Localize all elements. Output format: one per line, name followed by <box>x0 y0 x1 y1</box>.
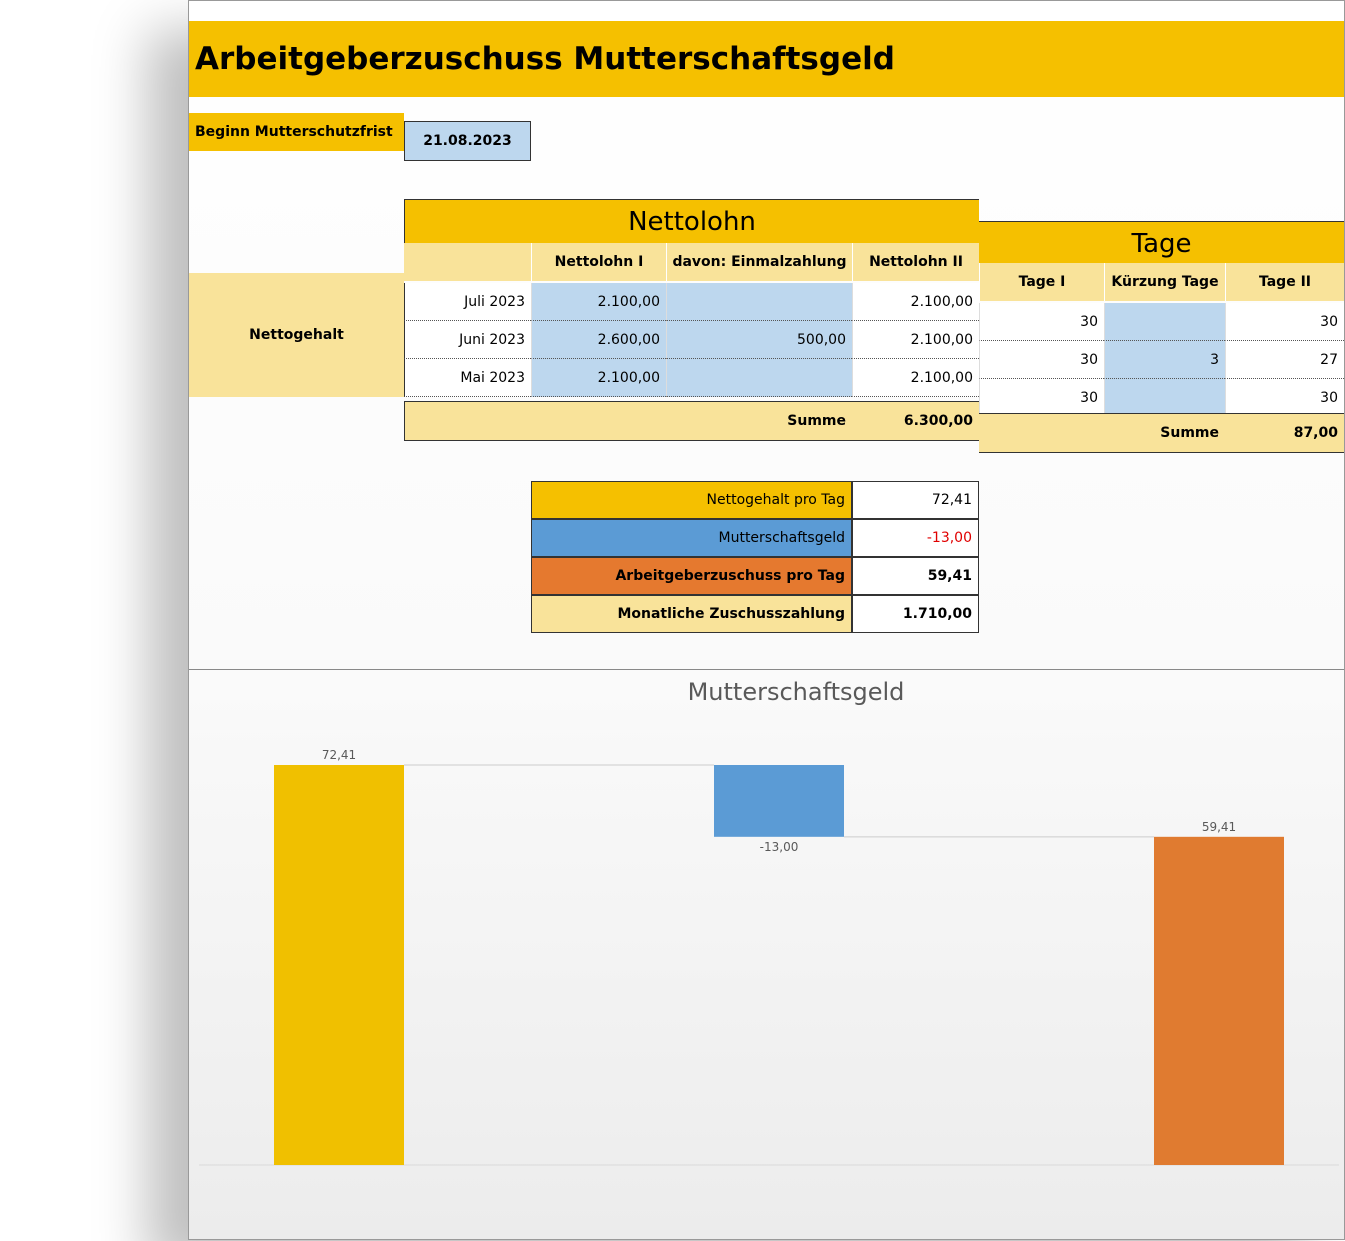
summary-value: 72,41 <box>852 481 979 519</box>
table-cell <box>666 283 852 321</box>
sum-cell <box>404 401 666 441</box>
table-cell: 30 <box>979 303 1104 341</box>
sum-value: 87,00 <box>1225 413 1344 453</box>
table-cell: 2.100,00 <box>852 283 979 321</box>
month: Juni 2023 <box>404 321 531 359</box>
title: Arbeitgeberzuschuss Mutterschaftsgeld <box>189 21 1344 97</box>
table-cell: 500,00 <box>666 321 852 359</box>
column-header <box>404 243 531 281</box>
table-cell: 30 <box>1225 303 1344 341</box>
group-header: Nettolohn <box>404 199 979 243</box>
month: Mai 2023 <box>404 359 531 397</box>
sum-value: 6.300,00 <box>852 401 979 441</box>
column-header: Tage II <box>1225 263 1344 301</box>
summary-label: Arbeitgeberzuschuss pro Tag <box>531 557 852 595</box>
table-cell: 2.100,00 <box>531 359 666 397</box>
column-header: Nettolohn II <box>852 243 979 281</box>
group-header: Tage <box>979 221 1344 265</box>
bar <box>714 765 844 837</box>
data-label: 59,41 <box>1202 820 1236 834</box>
column-header: Kürzung Tage <box>1104 263 1225 301</box>
table-cell <box>666 359 852 397</box>
column-header: Nettolohn I <box>531 243 666 281</box>
summary-label: Nettogehalt pro Tag <box>531 481 852 519</box>
chart: Mutterschaftsgeld 72,41 -13,00 59,41 <box>189 669 1344 1166</box>
table-cell <box>1104 379 1225 417</box>
summary-label: Monatliche Zuschusszahlung <box>531 595 852 633</box>
table-cell: 30 <box>979 379 1104 417</box>
table-cell: 3 <box>1104 341 1225 379</box>
month: Juli 2023 <box>404 283 531 321</box>
table-cell: 2.100,00 <box>852 359 979 397</box>
table-cell: 30 <box>979 341 1104 379</box>
summary-value: 59,41 <box>852 557 979 595</box>
sum-label: Summe <box>1104 413 1225 453</box>
table-cell <box>1104 303 1225 341</box>
table-cell: 2.600,00 <box>531 321 666 359</box>
table-cell: 2.100,00 <box>852 321 979 359</box>
column-header: davon: Einmalzahlung <box>666 243 852 281</box>
bar <box>274 765 404 1165</box>
data-label: 72,41 <box>322 748 356 762</box>
spreadsheet: Arbeitgeberzuschuss Mutterschaftsgeld Mu… <box>188 0 1345 1240</box>
row-label: Nettogehalt <box>189 273 404 397</box>
data-label: -13,00 <box>760 840 799 854</box>
chart-title: Mutterschaftsgeld <box>688 678 905 706</box>
table-cell: 30 <box>1225 379 1344 417</box>
table-cell: 2.100,00 <box>531 283 666 321</box>
summary-label: Mutterschaftsgeld <box>531 519 852 557</box>
table-cell: 27 <box>1225 341 1344 379</box>
summary-value: -13,00 <box>852 519 979 557</box>
start-value: 21.08.2023 <box>404 121 531 161</box>
sum-cell <box>979 413 1104 453</box>
start-label: Beginn Mutterschutzfrist <box>189 113 404 151</box>
sum-label: Summe <box>666 401 852 441</box>
column-header: Tage I <box>979 263 1104 301</box>
bar <box>1154 836 1284 1165</box>
summary-value: 1.710,00 <box>852 595 979 633</box>
